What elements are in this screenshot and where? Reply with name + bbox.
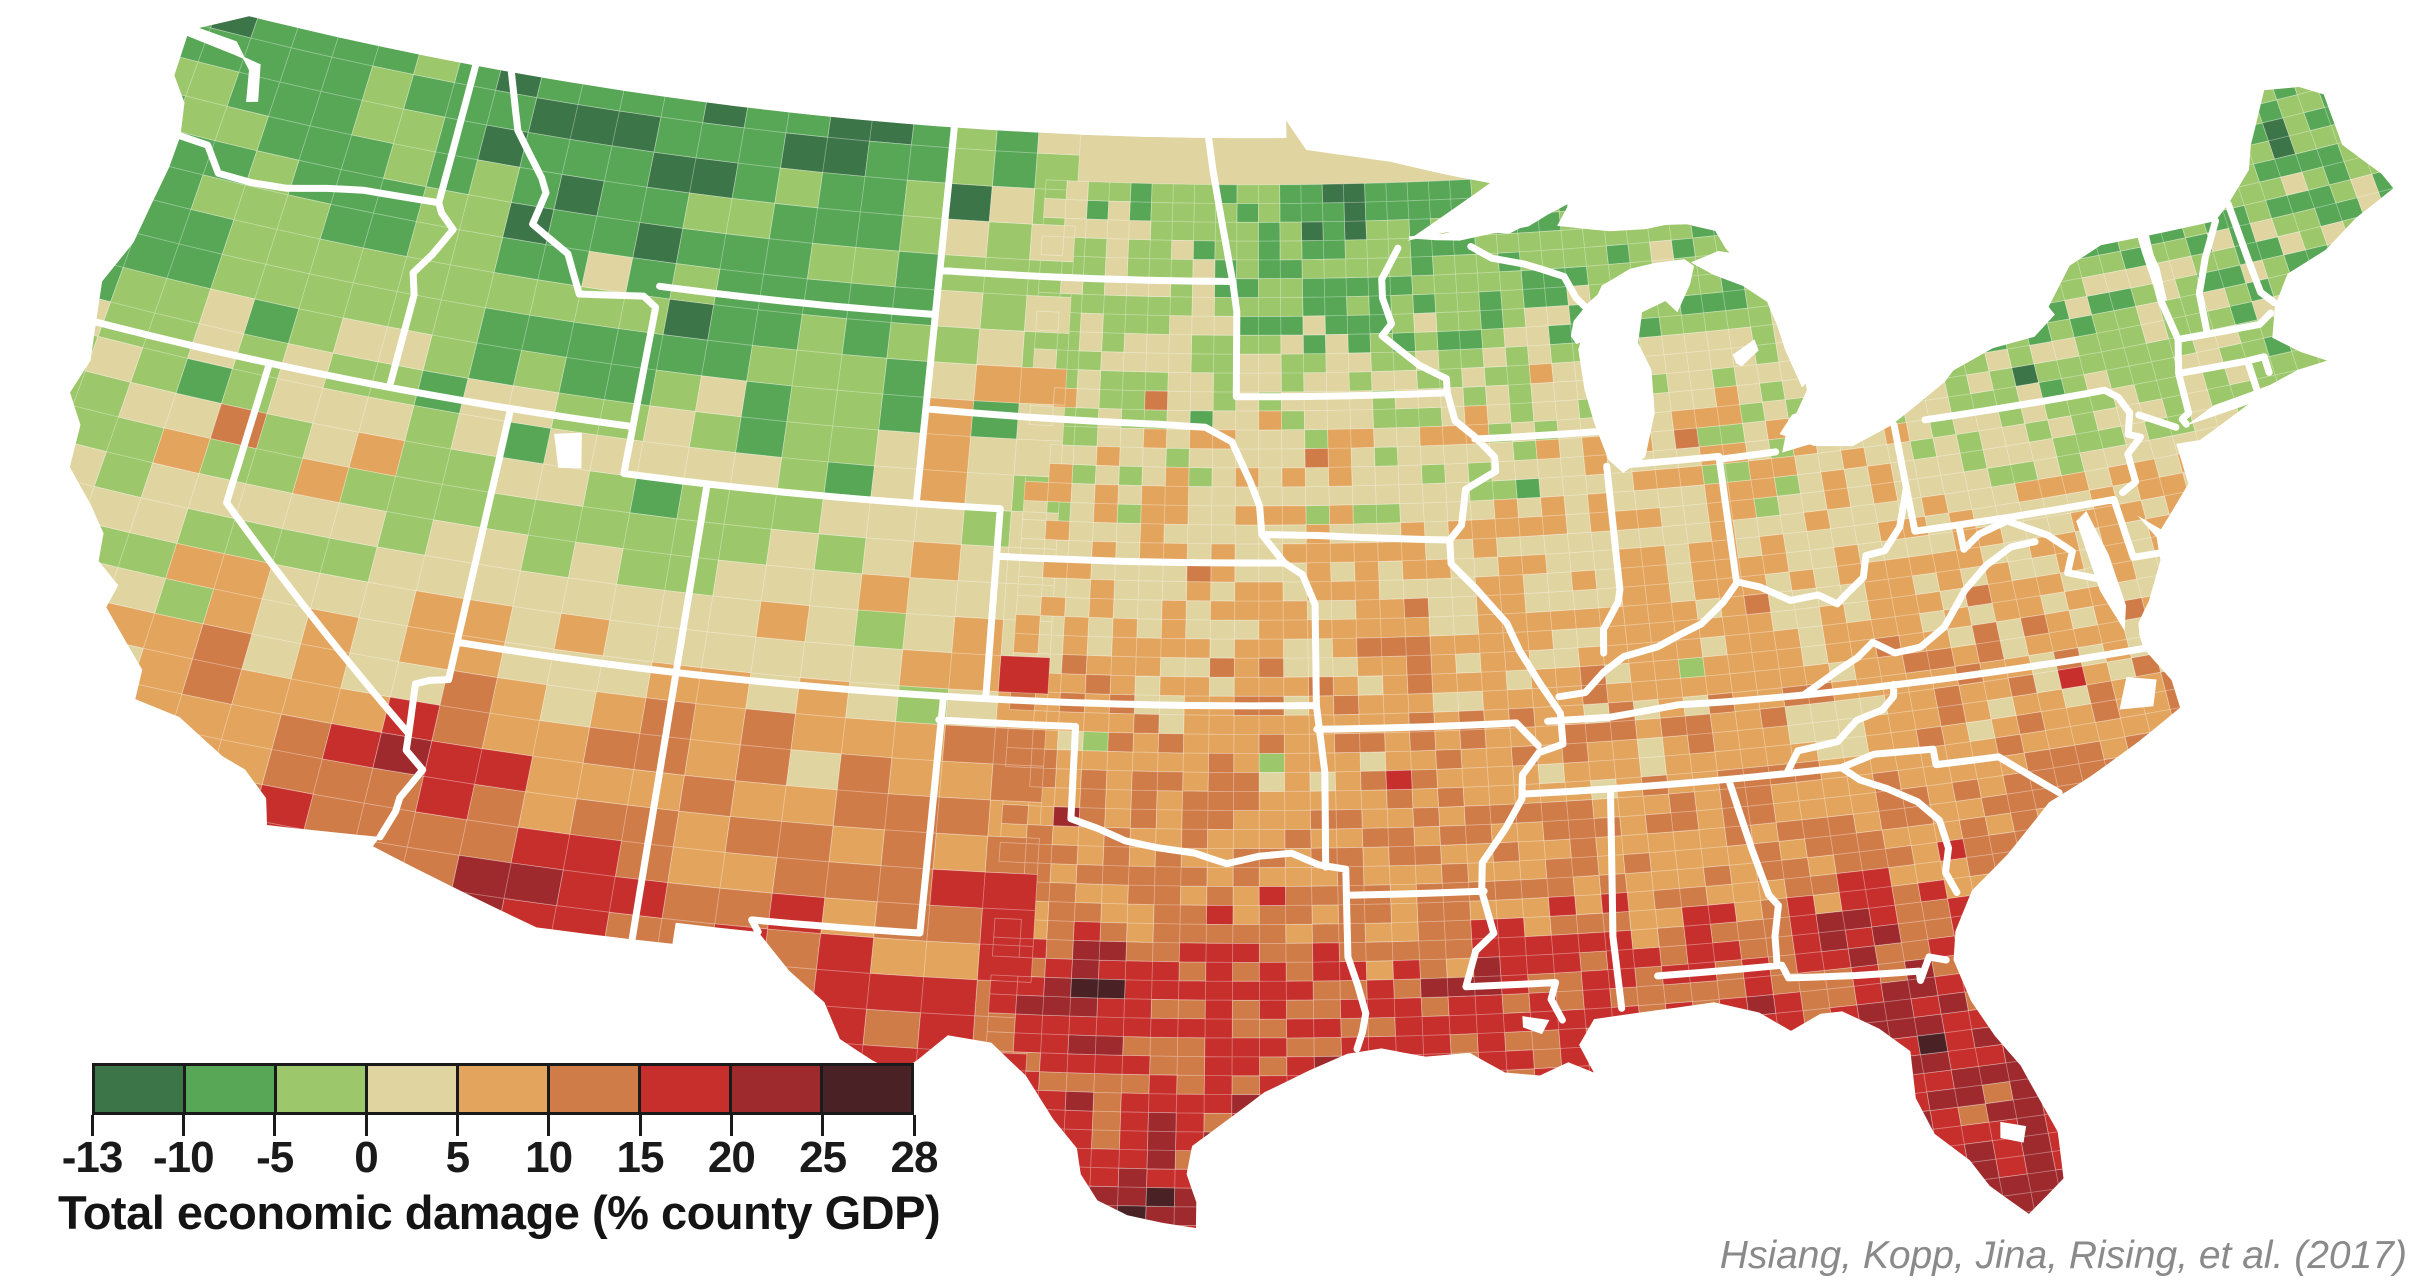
- legend-title: Total economic damage (% county GDP): [58, 1186, 941, 1239]
- legend-ticks: [90, 1115, 916, 1136]
- legend-tick: [181, 1115, 185, 1136]
- legend-tick: [90, 1115, 94, 1136]
- lake: [1779, 368, 1955, 447]
- legend-tick-label: 20: [707, 1133, 756, 1182]
- legend-tick: [273, 1115, 277, 1136]
- lake: [2119, 677, 2157, 710]
- citation: Hsiang, Kopp, Jina, Rising, et al. (2017…: [1719, 1234, 2407, 1277]
- legend-swatch: [95, 1066, 183, 1112]
- lake: [1570, 287, 1605, 344]
- legend-tick-label: 15: [616, 1133, 665, 1182]
- legend-tick-label: 0: [354, 1133, 379, 1182]
- legend-swatch: [183, 1066, 274, 1112]
- lake: [184, 24, 261, 103]
- legend-tick-label: -5: [256, 1133, 294, 1182]
- legend-tick-label: -13: [61, 1133, 124, 1182]
- lake: [1732, 339, 1759, 367]
- legend-tick: [821, 1115, 825, 1136]
- legend-tick: [912, 1115, 916, 1136]
- lake: [2076, 511, 2127, 631]
- legend-tick-label: 5: [445, 1133, 471, 1182]
- legend-swatch: [365, 1066, 456, 1112]
- legend-tick-label: 10: [525, 1133, 573, 1182]
- legend-tick: [455, 1115, 459, 1136]
- legend-colorbar: [92, 1063, 914, 1115]
- lake: [1578, 259, 1695, 473]
- lake: [554, 432, 582, 469]
- legend: -13 -10 -5 0 5 10 15 20 25 28 Total economic dama…: [58, 1063, 941, 1239]
- legend-tick: [638, 1115, 642, 1136]
- lake: [1926, 294, 2055, 357]
- lake: [1522, 1016, 1550, 1035]
- legend-swatch: [274, 1066, 365, 1112]
- legend-tick-labels: -13 -10 -5 0 5 10 15 20 25 28: [62, 1133, 939, 1185]
- legend-swatch: [820, 1066, 911, 1112]
- legend-tick: [547, 1115, 551, 1136]
- lake: [2000, 1121, 2027, 1143]
- legend-tick: [364, 1115, 368, 1136]
- legend-swatch: [456, 1066, 547, 1112]
- legend-swatch: [638, 1066, 729, 1112]
- legend-tick-label: 25: [799, 1133, 847, 1182]
- legend-tick-label: 28: [890, 1133, 939, 1182]
- legend-swatch: [547, 1066, 638, 1112]
- lake: [1408, 177, 1698, 241]
- legend-tick: [729, 1115, 733, 1136]
- lake: [1690, 250, 1819, 388]
- legend-swatch: [729, 1066, 820, 1112]
- great-lakes-and-bays: [184, 24, 2167, 1143]
- legend-tick-label: -10: [153, 1133, 215, 1182]
- state-borders: [90, 62, 2279, 1053]
